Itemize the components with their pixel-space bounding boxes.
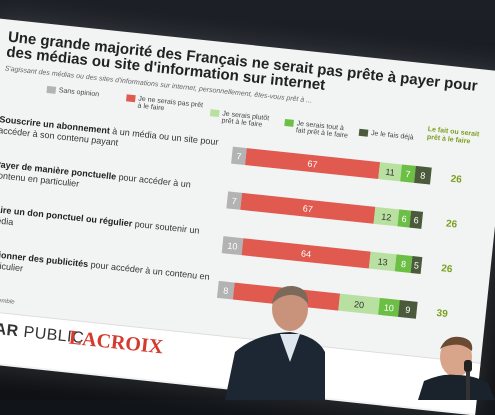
legend-item-non: Je ne serais pas prêt à le faire [125, 94, 206, 116]
speaker-right [418, 336, 495, 400]
legend-swatch [126, 94, 136, 103]
bar-segment-non: 64 [241, 238, 371, 269]
bar-segment-plutot: 13 [368, 251, 397, 272]
bar-segment-plutot: 20 [338, 293, 380, 315]
microphone-icon [464, 360, 472, 400]
legend-swatch [284, 118, 294, 127]
source-note: * : Ensemble [0, 296, 15, 306]
speaker-hair [272, 285, 309, 304]
bar-segment-deja: 5 [410, 256, 423, 274]
speaker-suit [225, 332, 325, 400]
speaker-suit [418, 374, 495, 400]
legend-item-deja: Je le fais déjà [358, 128, 429, 143]
legend-item-plutot: Je serais plutôt prêt à le faire [209, 109, 280, 130]
stacked-bar: 7 67 11 7 8 [231, 146, 432, 185]
bar-segment-tout-a-fait: 10 [378, 297, 400, 317]
legend-item-tout-a-fait: Je serais tout à fait prêt à le faire [284, 118, 355, 140]
speaker-shirt [280, 334, 300, 362]
bar-segment-plutot: 12 [373, 206, 400, 227]
bar-segment-non: 67 [245, 148, 381, 180]
la-croix-logo: LACROIX [67, 326, 165, 359]
speaker-left [225, 285, 325, 400]
legend-item-sans-opinion: Sans opinion [46, 85, 99, 98]
row-total: 39 [435, 307, 449, 321]
bar-segment-deja: 9 [397, 299, 418, 319]
speaker-head [272, 287, 308, 331]
stacked-bar: 7 67 12 6 6 [226, 191, 424, 229]
row-total: 26 [445, 218, 458, 231]
row-total: 26 [450, 173, 463, 186]
bar-segment-deja: 8 [414, 165, 432, 185]
legend-swatch [358, 128, 369, 137]
row-total: 26 [440, 263, 453, 276]
bar-segment-deja: 6 [409, 210, 424, 229]
bar-segment-sans-opinion: 10 [221, 236, 244, 256]
legend-swatch [209, 109, 220, 118]
speaker-hair [440, 336, 473, 351]
stacked-bar: 10 64 13 8 5 [221, 236, 423, 274]
bar-segment-tout-a-fait: 8 [394, 254, 413, 273]
legend-swatch [46, 85, 57, 94]
bar-segment-plutot: 11 [378, 162, 402, 182]
bar-segment-non: 67 [240, 192, 376, 224]
